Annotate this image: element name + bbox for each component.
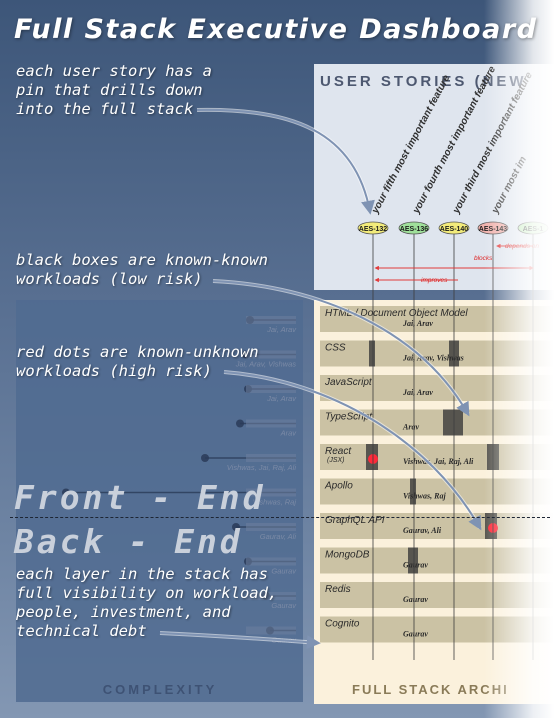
known-workload-box [443, 409, 463, 436]
page-title: Full Stack Executive Dashboard [14, 14, 538, 45]
layer-people: Jai, Arav, Vishwas [402, 354, 464, 363]
complexity-people: Jai, Arav, Vishwas [235, 360, 297, 369]
complexity-people: Arav [280, 429, 298, 438]
complexity-bar [246, 419, 296, 428]
story-pin [398, 221, 430, 235]
layer-people: Arav [402, 423, 419, 432]
story-pin [438, 221, 470, 235]
layer-people: Gaurav [403, 630, 428, 639]
layer-bar [320, 582, 554, 608]
note-user-story-pin: each user story has a pin that drills do… [16, 62, 212, 118]
complexity-panel [16, 300, 303, 702]
callout-arrow-known-box [212, 280, 470, 417]
layer-people: Gaurav [403, 595, 428, 604]
layer-name: Redis [325, 584, 351, 595]
complexity-bar [246, 488, 296, 497]
layer-people: Jai, Arav [402, 319, 433, 328]
layer-name: MongoDB [325, 550, 370, 561]
callout-arrow-risk-dot [223, 371, 482, 531]
note-black-boxes: black boxes are known-known workloads (l… [16, 251, 268, 288]
complexity-bar [246, 626, 296, 635]
relation-depends-on-label: depends on [505, 243, 539, 250]
relation-blocks-label: blocks [474, 255, 493, 262]
layer-name: CSS [325, 343, 346, 354]
back-end-label: Back - End [14, 522, 243, 561]
story-id: AES-140 [440, 226, 469, 233]
front-end-label: Front - End [14, 478, 266, 517]
front-back-divider [10, 517, 550, 518]
relation-improves-label: improves [421, 277, 448, 284]
layer-name: Apollo [324, 481, 353, 492]
complexity-people: Gaurav [271, 601, 297, 610]
layer-name: React [325, 446, 352, 457]
layer-people: Vishwas, Jai, Raj, Ali [403, 457, 474, 466]
story-id: AES-1 [523, 226, 544, 233]
complexity-label: COMPLEXITY [103, 682, 218, 697]
complexity-bar [246, 385, 296, 393]
complexity-bar [246, 454, 296, 462]
complexity-node [62, 488, 70, 497]
layer-name: GraphQL API [325, 515, 385, 526]
note-layer-visibility: each layer in the stack has full visibil… [16, 565, 278, 640]
layer-name: TypeScript [325, 412, 373, 423]
complexity-bar [246, 316, 296, 324]
complexity-bar [246, 557, 296, 566]
layer-name: JavaScript [324, 377, 373, 388]
complexity-bar [246, 592, 296, 600]
story-id: AES-132 [359, 226, 388, 233]
complexity-bar [246, 523, 296, 531]
story-id: AES-143 [479, 226, 508, 233]
complexity-people: Jai, Arav [266, 325, 297, 334]
layer-name: HTML / Document Object Model [325, 308, 468, 319]
complexity-bar [246, 350, 296, 359]
known-workload-box [410, 478, 416, 505]
callout-arrow-layer [159, 632, 321, 650]
architecture-label: FULL STACK ARCHI [352, 682, 509, 697]
complexity-people: Gaurav [271, 567, 297, 576]
known-workload-box [408, 547, 418, 574]
known-workload-box [369, 340, 375, 367]
story-pin [357, 221, 389, 235]
complexity-node [201, 454, 209, 462]
layer-name: Cognito [325, 619, 360, 630]
note-red-dots: red dots are known-unknown workloads (hi… [16, 343, 259, 380]
layer-subname: (JSX) [327, 457, 345, 464]
complexity-node [232, 523, 240, 531]
complexity-node [236, 419, 244, 428]
story-id: AES-136 [400, 226, 429, 233]
user-stories-header: USER STORIES (NEW [320, 73, 527, 90]
callout-arrow-user-story [196, 108, 375, 215]
complexity-people: Gaurav, Ali [260, 532, 297, 541]
layer-people: Vishwas, Raj [403, 492, 446, 501]
layer-people: Jai, Arav [402, 388, 433, 397]
layer-people: Gaurav, Ali [403, 526, 442, 535]
complexity-people: Jai, Arav [266, 394, 297, 403]
layer-people: Gaurav [403, 561, 428, 570]
complexity-people: Vishwas, Raj [253, 498, 297, 507]
complexity-people: Vishwas, Jai, Raj, Ali [227, 463, 297, 472]
